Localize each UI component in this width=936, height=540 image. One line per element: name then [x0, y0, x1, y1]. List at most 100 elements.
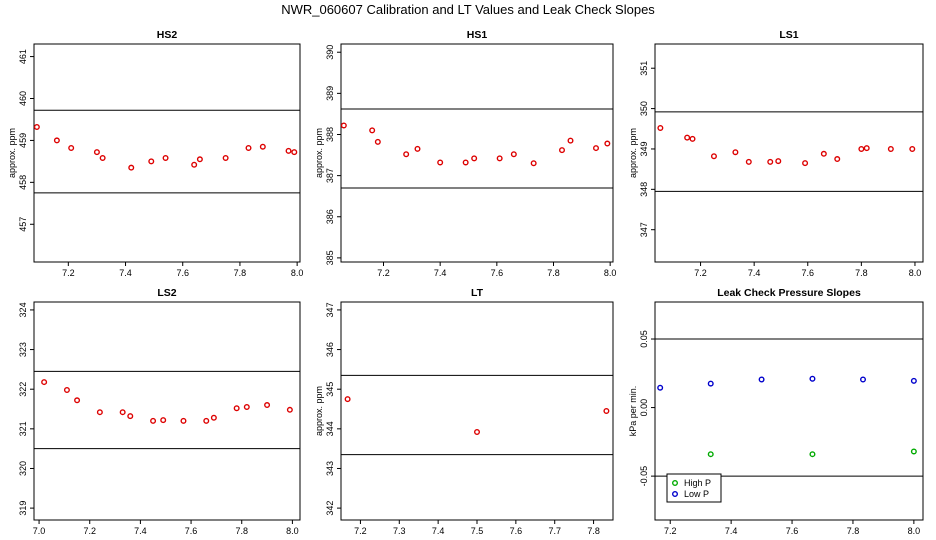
x-tick-label: 7.2 [62, 268, 75, 278]
legend-entry: Low P [684, 489, 709, 499]
y-tick-label: 320 [18, 461, 28, 476]
x-tick-label: 7.4 [134, 526, 147, 536]
y-tick-label: 349 [639, 141, 649, 156]
y-tick-label: 461 [18, 49, 28, 64]
panel-title: LS1 [779, 29, 798, 41]
legend-swatch [672, 491, 679, 498]
x-tick-label: 7.6 [786, 526, 799, 536]
data-point [863, 145, 870, 152]
data-point [148, 158, 155, 165]
panel-0: HS2 7.2 7.4 7.6 7.8 8.0 457 458 459 460 461 approx.… [7, 29, 303, 278]
data-point [462, 159, 469, 166]
data-point [33, 124, 40, 131]
data-point [684, 134, 691, 141]
x-tick-label: 7.2 [83, 526, 96, 536]
x-tick-label: 7.2 [664, 526, 677, 536]
y-tick-label: 390 [325, 45, 335, 60]
data-point [860, 376, 867, 383]
data-point [809, 451, 816, 458]
x-tick-label: 8.0 [286, 526, 299, 536]
x-tick-label: 7.8 [855, 268, 868, 278]
data-point [344, 396, 351, 403]
data-point [285, 147, 292, 154]
x-tick-label: 7.2 [377, 268, 390, 278]
data-point [210, 414, 217, 421]
data-point [243, 404, 250, 411]
data-point [150, 417, 157, 424]
data-point [710, 153, 717, 160]
panel-title: HS1 [467, 29, 488, 41]
data-point [96, 409, 103, 416]
panel-3: LS2 7.0 7.2 7.4 7.6 7.8 8.0 319 320 321 322 323 324 [18, 287, 301, 536]
data-point [474, 429, 481, 436]
y-tick-label: 458 [18, 175, 28, 190]
y-axis-label: approx. ppm [628, 128, 638, 178]
data-point [910, 377, 917, 384]
y-tick-label: 460 [18, 91, 28, 106]
data-point [745, 158, 752, 165]
y-axis-label: approx. ppm [314, 128, 324, 178]
data-point [233, 405, 240, 412]
x-tick-label: 7.8 [587, 526, 600, 536]
data-point [191, 161, 198, 168]
data-point [887, 145, 894, 152]
x-tick-label: 7.8 [547, 268, 560, 278]
x-tick-label: 7.4 [432, 526, 445, 536]
data-point [657, 384, 664, 391]
y-axis-label: kPa per min. [628, 386, 638, 437]
data-point [437, 159, 444, 166]
y-tick-label: 347 [325, 302, 335, 317]
y-tick-label: 322 [18, 382, 28, 397]
data-point [259, 143, 266, 150]
y-axis-label: approx. ppm [7, 128, 17, 178]
x-tick-label: 7.4 [119, 268, 132, 278]
panel-title: LT [471, 287, 484, 299]
data-point [41, 379, 48, 386]
data-point [689, 135, 696, 142]
x-tick-label: 7.6 [802, 268, 815, 278]
data-point [245, 144, 252, 151]
data-point [74, 397, 81, 404]
x-tick-label: 7.3 [393, 526, 406, 536]
data-point [775, 158, 782, 165]
plot-frame [33, 301, 301, 521]
y-axis-label: approx. ppm [314, 386, 324, 436]
y-tick-label: -0.05 [639, 466, 649, 487]
panel-title: HS2 [157, 29, 178, 41]
data-point [119, 409, 126, 416]
data-point [99, 155, 106, 162]
x-tick-label: 7.5 [471, 526, 484, 536]
x-tick-label: 7.8 [235, 526, 248, 536]
x-tick-label: 7.6 [176, 268, 189, 278]
y-tick-label: 0.00 [639, 399, 649, 417]
data-point [160, 417, 167, 424]
data-point [128, 164, 135, 171]
y-tick-label: 345 [325, 382, 335, 397]
y-tick-label: 319 [18, 501, 28, 516]
data-point [909, 145, 916, 152]
data-point [127, 413, 134, 420]
y-tick-label: 387 [325, 168, 335, 183]
data-point [820, 150, 827, 157]
data-point [603, 408, 610, 415]
panel-1: HS1 7.2 7.4 7.6 7.8 8.0 385 386 387 388 389 390 appr… [314, 29, 616, 278]
data-point [369, 127, 376, 134]
x-tick-label: 7.7 [548, 526, 561, 536]
x-tick-label: 8.0 [908, 526, 921, 536]
plot-frame [33, 43, 301, 263]
y-tick-label: 348 [639, 182, 649, 197]
data-point [559, 147, 566, 154]
x-tick-label: 8.0 [291, 268, 304, 278]
data-point [496, 155, 503, 162]
data-point [910, 448, 917, 455]
data-point [162, 155, 169, 162]
y-tick-label: 344 [325, 421, 335, 436]
data-point [414, 145, 421, 152]
x-tick-label: 7.2 [694, 268, 707, 278]
legend-swatch [672, 480, 679, 487]
y-tick-label: 350 [639, 101, 649, 116]
panel-2: LS1 7.2 7.4 7.6 7.8 8.0 347 348 349 350 351 approx.… [628, 29, 924, 278]
data-point [758, 376, 765, 383]
x-tick-label: 7.6 [185, 526, 198, 536]
